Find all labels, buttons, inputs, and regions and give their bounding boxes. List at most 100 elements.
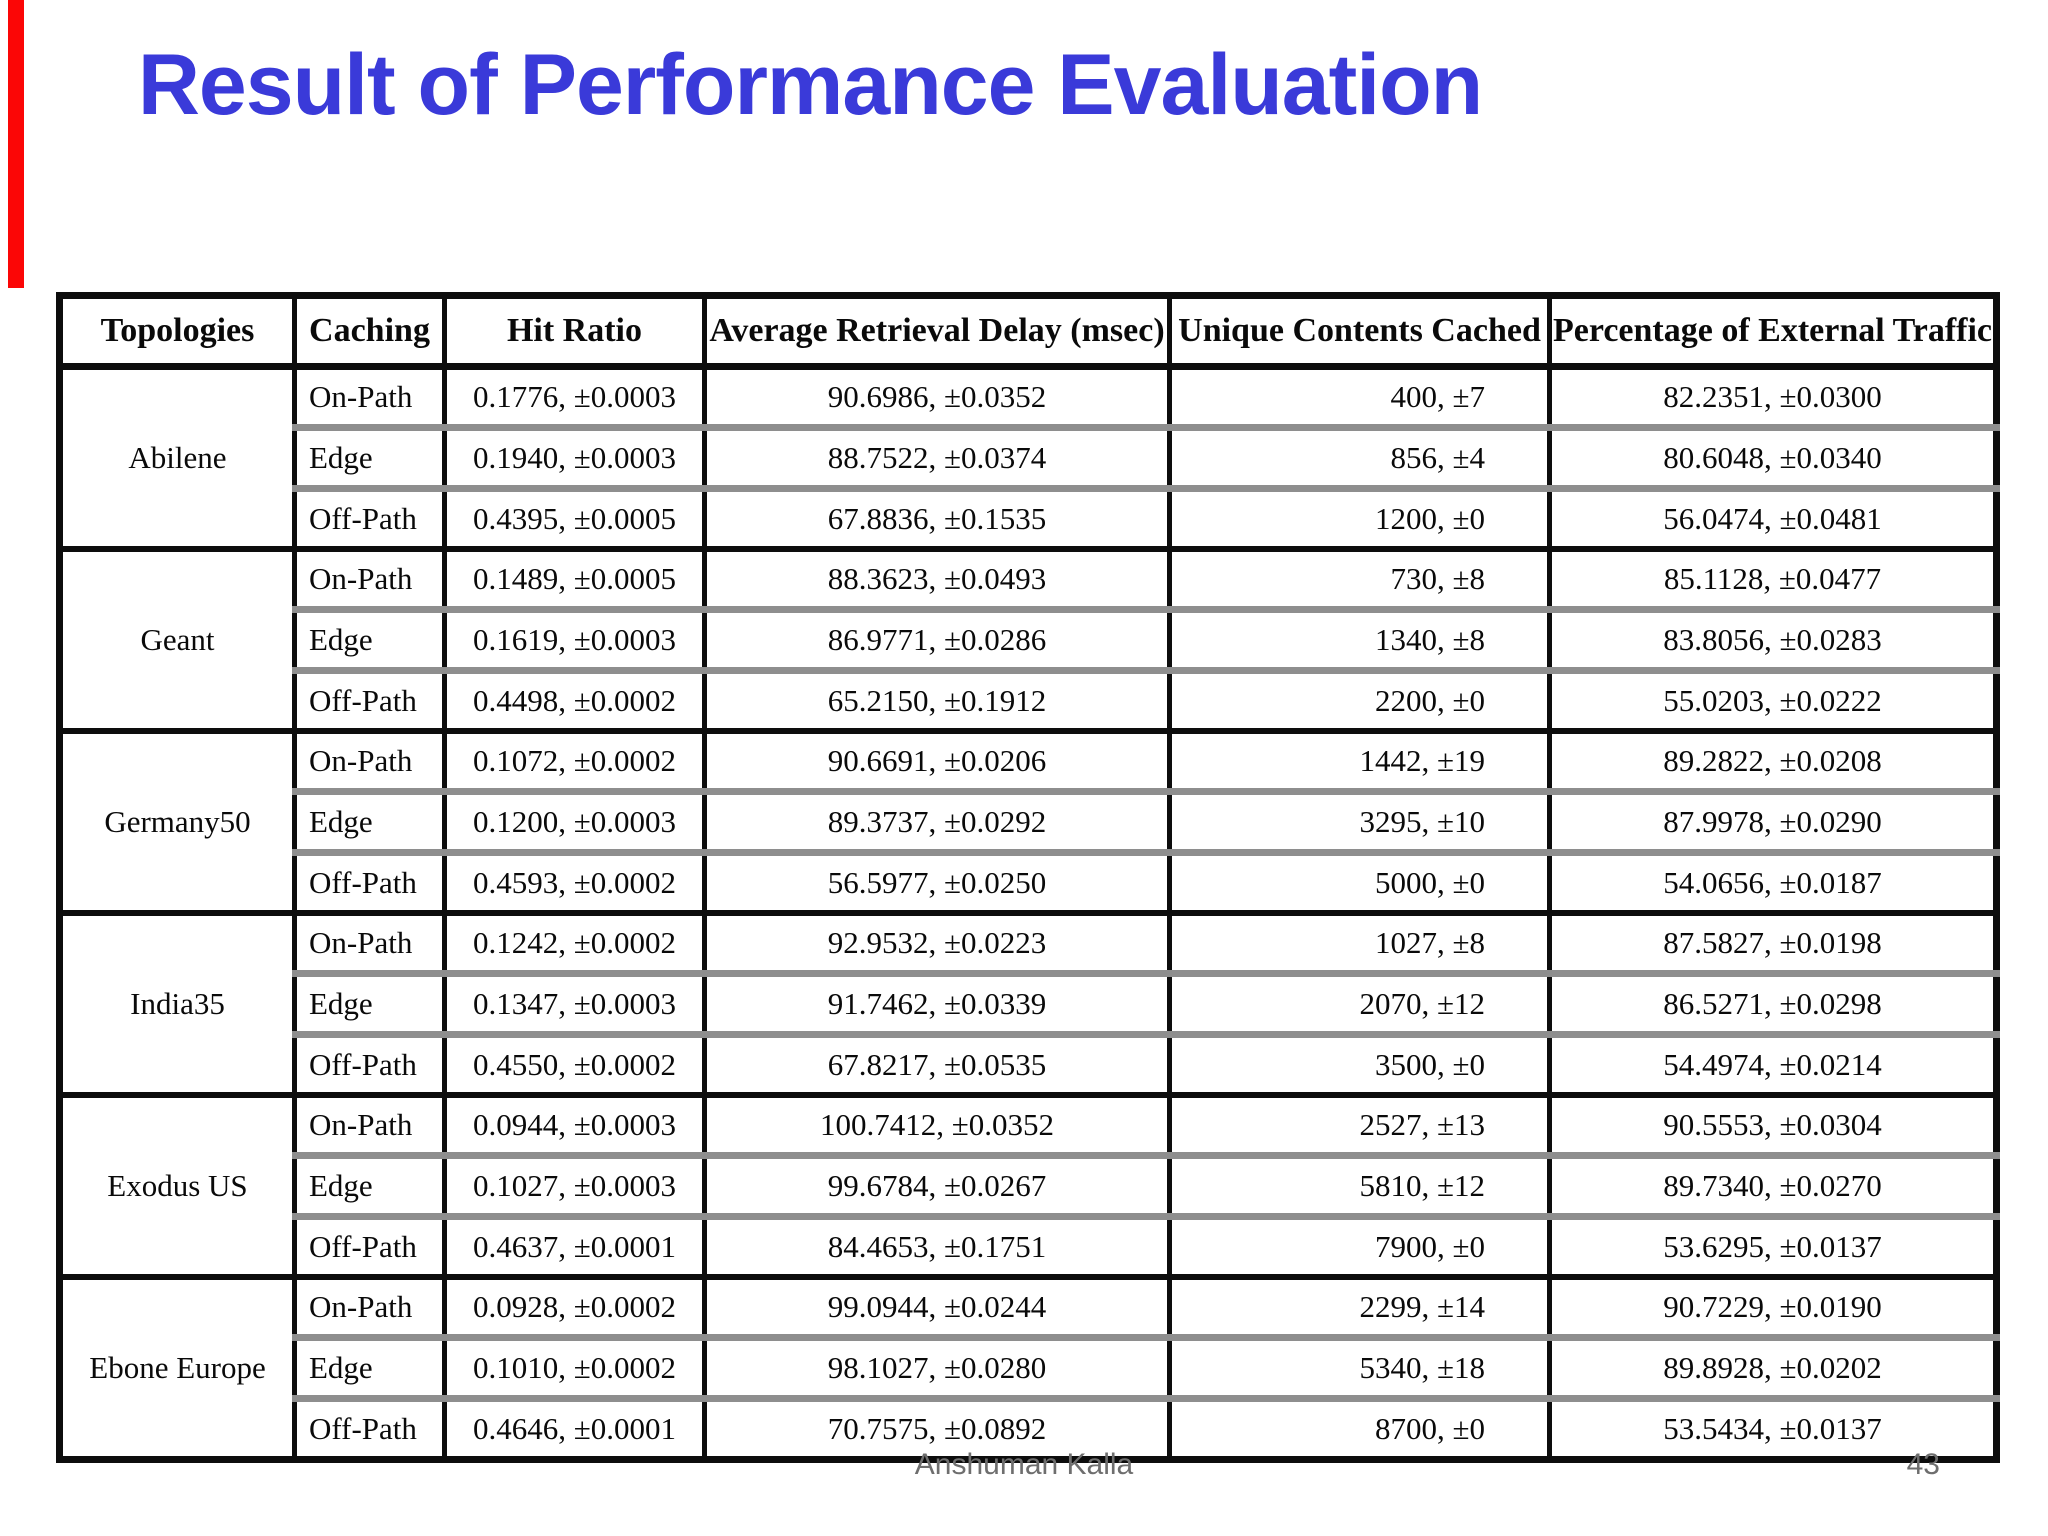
table-row: Off-Path 0.4637, ±0.0001 84.4653, ±0.1751 7… — [60, 1213, 1997, 1277]
table-body: Abilene On-Path 0.1776, ±0.0003 90.6986, ±0… — [57, 363, 1997, 1460]
caching-cell: On-Path — [292, 1092, 445, 1156]
external-traffic-cell: 82.2351, ±0.0300 — [1547, 363, 1997, 428]
delay-cell: 84.4653, ±0.1751 — [702, 1213, 1170, 1277]
hit-ratio-cell: 0.1072, ±0.0002 — [442, 728, 705, 792]
external-traffic-cell: 89.2822, ±0.0208 — [1547, 728, 1997, 792]
unique-cached-cell: 8700, ±0 — [1167, 1395, 1550, 1460]
delay-cell: 70.7575, ±0.0892 — [702, 1395, 1170, 1460]
column-header: Caching — [292, 295, 445, 367]
unique-cached-cell: 730, ±8 — [1167, 546, 1550, 610]
column-header: Hit Ratio — [442, 295, 705, 367]
hit-ratio-cell: 0.1347, ±0.0003 — [442, 970, 705, 1035]
table-row: Edge 0.1010, ±0.0002 98.1027, ±0.0280 5340,… — [60, 1334, 1997, 1399]
table-row: Edge 0.1940, ±0.0003 88.7522, ±0.0374 856, … — [60, 424, 1997, 489]
delay-cell: 89.3737, ±0.0292 — [702, 788, 1170, 853]
delay-cell: 88.7522, ±0.0374 — [702, 424, 1170, 489]
unique-cached-cell: 3500, ±0 — [1167, 1031, 1550, 1095]
hit-ratio-cell: 0.1200, ±0.0003 — [442, 788, 705, 853]
caching-cell: Off-Path — [292, 485, 445, 549]
hit-ratio-cell: 0.4550, ±0.0002 — [442, 1031, 705, 1095]
delay-cell: 88.3623, ±0.0493 — [702, 546, 1170, 610]
hit-ratio-cell: 0.1776, ±0.0003 — [442, 363, 705, 428]
unique-cached-cell: 1200, ±0 — [1167, 485, 1550, 549]
hit-ratio-cell: 0.1027, ±0.0003 — [442, 1152, 705, 1217]
unique-cached-cell: 2527, ±13 — [1167, 1092, 1550, 1156]
caching-cell: On-Path — [292, 910, 445, 974]
table-row: Geant On-Path 0.1489, ±0.0005 88.3623, ±0.0… — [57, 546, 1997, 731]
external-traffic-cell: 90.7229, ±0.0190 — [1547, 1274, 1997, 1338]
performance-results-table: Topologies Caching Hit Ratio Average Retrie… — [56, 292, 2000, 1463]
footer-author: Anshuman Kalla — [914, 1448, 1134, 1481]
delay-cell: 65.2150, ±0.1912 — [702, 667, 1170, 731]
delay-cell: 91.7462, ±0.0339 — [702, 970, 1170, 1035]
red-accent-bar — [8, 0, 24, 288]
delay-cell: 100.7412, ±0.0352 — [702, 1092, 1170, 1156]
caching-cell: Edge — [292, 606, 445, 671]
table-row: Exodus US On-Path 0.0944, ±0.0003 100.7412,… — [57, 1092, 1997, 1277]
table-row: Edge 0.1619, ±0.0003 86.9771, ±0.0286 1340,… — [60, 606, 1997, 671]
table-row: Edge 0.1347, ±0.0003 91.7462, ±0.0339 2070,… — [60, 970, 1997, 1035]
table-row: Ebone Europe On-Path 0.0928, ±0.0002 99.094… — [57, 1274, 1997, 1460]
hit-ratio-cell: 0.1242, ±0.0002 — [442, 910, 705, 974]
table-row: India35 On-Path 0.1242, ±0.0002 92.9532, ±0… — [57, 910, 1997, 1095]
table-row: Off-Path 0.4646, ±0.0001 70.7575, ±0.0892 8… — [60, 1395, 1997, 1460]
external-traffic-cell: 87.9978, ±0.0290 — [1547, 788, 1997, 853]
topology-cell: Exodus US — [57, 1092, 295, 1277]
table-row: Abilene On-Path 0.1776, ±0.0003 90.6986, ±0… — [57, 363, 1997, 549]
external-traffic-cell: 53.6295, ±0.0137 — [1547, 1213, 1997, 1277]
table-row: Off-Path 0.4593, ±0.0002 56.5977, ±0.0250 5… — [60, 849, 1997, 913]
caching-cell: On-Path — [292, 1274, 445, 1338]
external-traffic-cell: 53.5434, ±0.0137 — [1547, 1395, 1997, 1460]
delay-cell: 99.6784, ±0.0267 — [702, 1152, 1170, 1217]
unique-cached-cell: 2299, ±14 — [1167, 1274, 1550, 1338]
delay-cell: 99.0944, ±0.0244 — [702, 1274, 1170, 1338]
caching-cell: Edge — [292, 1152, 445, 1217]
topology-cell: Germany50 — [57, 728, 295, 913]
hit-ratio-cell: 0.1940, ±0.0003 — [442, 424, 705, 489]
delay-cell: 90.6691, ±0.0206 — [702, 728, 1170, 792]
hit-ratio-cell: 0.4593, ±0.0002 — [442, 849, 705, 913]
table-row: Edge 0.1027, ±0.0003 99.6784, ±0.0267 5810,… — [60, 1152, 1997, 1217]
external-traffic-cell: 83.8056, ±0.0283 — [1547, 606, 1997, 671]
external-traffic-cell: 56.0474, ±0.0481 — [1547, 485, 1997, 549]
delay-cell: 56.5977, ±0.0250 — [702, 849, 1170, 913]
caching-cell: Off-Path — [292, 1395, 445, 1460]
column-header: Percentage of External Traffic — [1547, 295, 1997, 367]
table-row: Off-Path 0.4498, ±0.0002 65.2150, ±0.1912 2… — [60, 667, 1997, 731]
unique-cached-cell: 400, ±7 — [1167, 363, 1550, 428]
delay-cell: 90.6986, ±0.0352 — [702, 363, 1170, 428]
topology-cell: Ebone Europe — [57, 1274, 295, 1460]
table-row: Off-Path 0.4550, ±0.0002 67.8217, ±0.0535 3… — [60, 1031, 1997, 1095]
delay-cell: 67.8217, ±0.0535 — [702, 1031, 1170, 1095]
hit-ratio-cell: 0.4637, ±0.0001 — [442, 1213, 705, 1277]
caching-cell: Off-Path — [292, 849, 445, 913]
unique-cached-cell: 5340, ±18 — [1167, 1334, 1550, 1399]
footer-page-number: 43 — [1906, 1448, 1940, 1481]
hit-ratio-cell: 0.1619, ±0.0003 — [442, 606, 705, 671]
column-header: Average Retrieval Delay (msec) — [702, 295, 1170, 367]
unique-cached-cell: 1027, ±8 — [1167, 910, 1550, 974]
table-row: Edge 0.1200, ±0.0003 89.3737, ±0.0292 3295,… — [60, 788, 1997, 853]
unique-cached-cell: 2070, ±12 — [1167, 970, 1550, 1035]
unique-cached-cell: 5810, ±12 — [1167, 1152, 1550, 1217]
external-traffic-cell: 89.7340, ±0.0270 — [1547, 1152, 1997, 1217]
hit-ratio-cell: 0.0928, ±0.0002 — [442, 1274, 705, 1338]
external-traffic-cell: 55.0203, ±0.0222 — [1547, 667, 1997, 731]
slide-title: Result of Performance Evaluation — [137, 37, 1483, 133]
hit-ratio-cell: 0.1010, ±0.0002 — [442, 1334, 705, 1399]
column-header: Unique Contents Cached — [1167, 295, 1550, 367]
external-traffic-cell: 85.1128, ±0.0477 — [1547, 546, 1997, 610]
hit-ratio-cell: 0.0944, ±0.0003 — [442, 1092, 705, 1156]
caching-cell: On-Path — [292, 546, 445, 610]
external-traffic-cell: 54.4974, ±0.0214 — [1547, 1031, 1997, 1095]
external-traffic-cell: 86.5271, ±0.0298 — [1547, 970, 1997, 1035]
unique-cached-cell: 7900, ±0 — [1167, 1213, 1550, 1277]
hit-ratio-cell: 0.4498, ±0.0002 — [442, 667, 705, 731]
unique-cached-cell: 856, ±4 — [1167, 424, 1550, 489]
unique-cached-cell: 3295, ±10 — [1167, 788, 1550, 853]
caching-cell: On-Path — [292, 728, 445, 792]
topology-cell: Abilene — [57, 363, 295, 549]
unique-cached-cell: 1340, ±8 — [1167, 606, 1550, 671]
topology-cell: Geant — [57, 546, 295, 731]
unique-cached-cell: 5000, ±0 — [1167, 849, 1550, 913]
